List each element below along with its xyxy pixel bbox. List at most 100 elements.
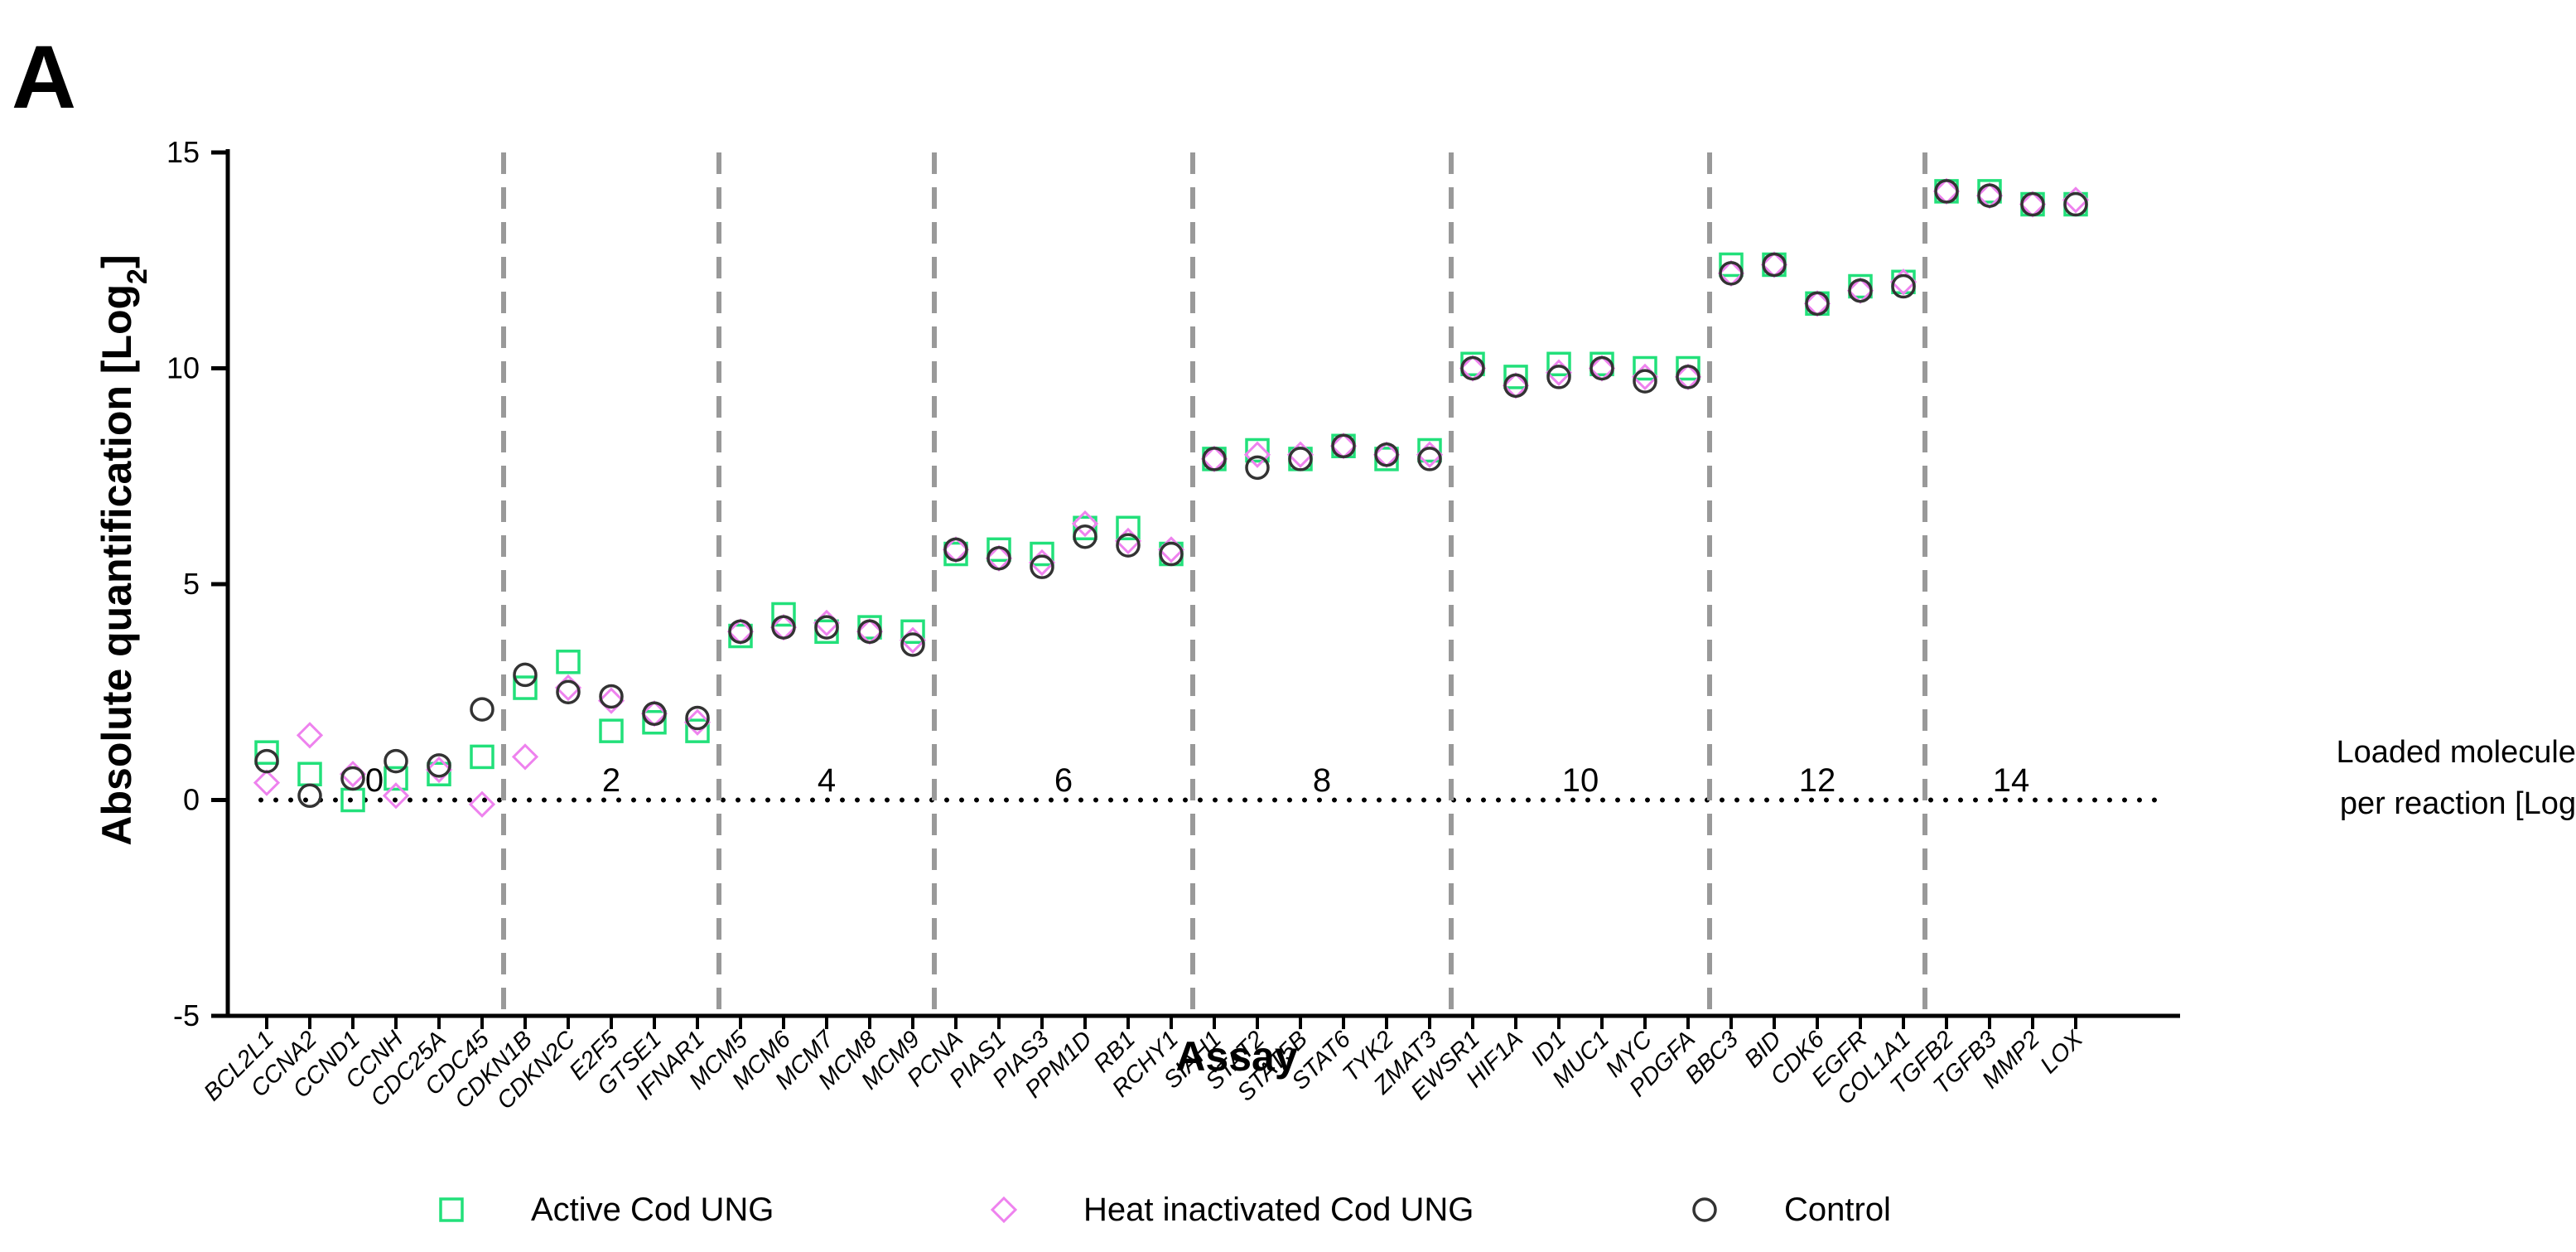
data-point: [253, 769, 281, 796]
data-point: [1503, 373, 1528, 399]
data-point: [382, 782, 410, 810]
data-point: [642, 701, 667, 727]
data-point: [1416, 441, 1444, 468]
assay-label: LOX: [2035, 1025, 2089, 1079]
data-point: [1719, 261, 1744, 286]
data-point: [599, 718, 624, 743]
group-label: 10: [1562, 762, 1599, 799]
data-point: [987, 537, 1011, 563]
panel-label: A: [12, 27, 76, 127]
data-point: [1676, 355, 1700, 381]
data-point: [857, 619, 882, 645]
data-point: [1202, 447, 1227, 471]
data-point: [1546, 351, 1571, 377]
data-point: [1114, 527, 1142, 555]
data-point: [771, 615, 796, 640]
data-point: [384, 748, 408, 774]
data-point: [1028, 549, 1056, 577]
data-point: [1073, 515, 1097, 541]
data-point: [1159, 541, 1184, 567]
data-point: [599, 684, 624, 709]
legend-label: Heat inactivated Cod UNG: [1083, 1192, 1474, 1228]
group-label: 0: [365, 762, 384, 799]
data-point: [1805, 291, 1830, 317]
legend-marker: [439, 1197, 464, 1222]
data-point: [1762, 252, 1787, 278]
x-axis-title: Assay: [1175, 1033, 1298, 1080]
group-label: 4: [818, 762, 836, 799]
data-point: [728, 619, 753, 645]
y-tick-label: 10: [166, 351, 200, 385]
data-point: [1545, 359, 1573, 386]
data-point: [339, 761, 367, 788]
data-point: [427, 753, 451, 778]
data-point: [1116, 533, 1141, 558]
legend: Active Cod UNG Heat inactivated Cod UNG Co…: [439, 1192, 1891, 1228]
legend-label: Active Cod UNG: [531, 1192, 774, 1228]
y-axis-title: Absolute quantification [Log2]: [94, 254, 153, 845]
data-point: [1288, 447, 1313, 471]
data-point: [1116, 515, 1141, 541]
data-point: [513, 675, 538, 700]
data-point: [427, 761, 451, 786]
legend-label: Control: [1784, 1192, 1891, 1228]
group-label: 2: [602, 762, 620, 799]
data-point: [470, 744, 494, 770]
data-point: [554, 674, 582, 702]
data-point: [1030, 554, 1054, 579]
data-point: [511, 743, 539, 771]
data-point: [2062, 186, 2090, 214]
data-point: [470, 697, 494, 722]
data-point: [1030, 541, 1054, 567]
data-point: [1073, 524, 1097, 549]
group-axis-label: Loaded molecules per reaction [Log2]: [2337, 735, 2576, 831]
data-point: [1331, 433, 1356, 459]
data-point: [1633, 369, 1657, 394]
data-point: [597, 687, 625, 714]
data-point: [1934, 179, 1959, 204]
data-point: [1243, 441, 1271, 468]
data-point: [1848, 278, 1873, 303]
y-tick-label: 0: [183, 783, 200, 817]
data-point: [813, 609, 841, 637]
data-point: [1374, 442, 1399, 467]
data-point: [2063, 191, 2088, 217]
data-point: [1286, 441, 1315, 468]
data-point: [340, 766, 365, 791]
data-point: [1245, 437, 1270, 463]
group-label: 6: [1054, 762, 1073, 799]
data-point: [771, 602, 796, 627]
data-point: [254, 748, 279, 774]
data-point: [297, 783, 322, 809]
data-point: [1417, 437, 1442, 463]
data-point: [685, 718, 710, 743]
data-point: [1891, 273, 1916, 299]
y-tick-label: 15: [166, 135, 200, 169]
data-point: [987, 545, 1011, 571]
data-point: [1157, 536, 1185, 563]
legend-marker: [990, 1196, 1018, 1224]
data-point: [425, 756, 453, 784]
data-point: [1460, 355, 1485, 381]
data-point: [685, 705, 710, 731]
data-point: [1589, 355, 1614, 381]
data-point: [1071, 510, 1099, 538]
group-label: 8: [1313, 762, 1331, 799]
data-point: [468, 790, 496, 818]
data-point: [1417, 447, 1442, 471]
data-point: [1631, 363, 1659, 391]
data-point: [642, 709, 667, 735]
data-point: [296, 722, 324, 749]
y-tick-label: -5: [173, 998, 200, 1032]
group-label: 12: [1799, 762, 1836, 799]
data-point: [1676, 365, 1700, 389]
data-point: [1719, 252, 1744, 278]
data-point: [899, 626, 927, 654]
legend-marker: [1692, 1197, 1717, 1222]
data-point: [297, 761, 322, 786]
data-point: [1889, 268, 1918, 296]
data-point: [900, 619, 925, 645]
data-point: [1546, 365, 1571, 389]
data-point: [900, 632, 925, 657]
